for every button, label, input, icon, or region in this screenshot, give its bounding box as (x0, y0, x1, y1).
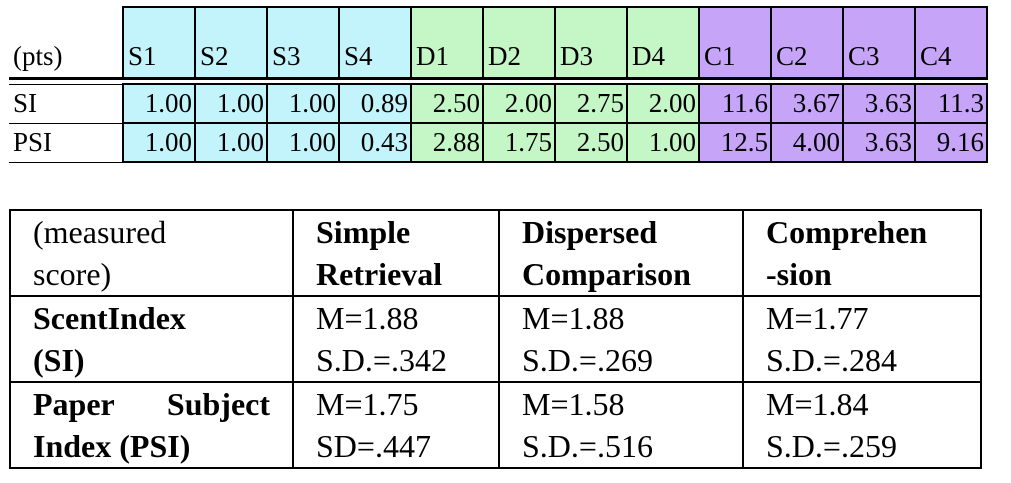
table-cell: 1.00 (122, 122, 196, 163)
table-cell: 2.88 (410, 122, 484, 163)
column-header-d4: D4 (626, 6, 700, 80)
measured-score-header-row: (measured score) Simple Retrieval Disper… (9, 209, 982, 297)
table-cell: M=1.88 S.D.=.269 (498, 295, 744, 383)
table-cell: M=1.58 S.D.=.516 (498, 381, 744, 469)
header-line: Dispersed (522, 214, 658, 250)
table-cell: 11.3 (914, 83, 988, 124)
column-header-s3: S3 (266, 6, 340, 80)
header-line: -sion (766, 256, 832, 292)
row-label-line: ScentIndex (33, 300, 186, 336)
row-label-psi: PSI (9, 122, 124, 163)
table-cell: 2.50 (410, 83, 484, 124)
table-cell: M=1.88 S.D.=.342 (292, 295, 500, 383)
column-header-simple-retrieval: Simple Retrieval (292, 209, 500, 297)
table-cell: 1.00 (194, 83, 268, 124)
table-cell: 0.43 (338, 122, 412, 163)
table-cell: M=1.84 S.D.=.259 (742, 381, 982, 469)
table-cell: 9.16 (914, 122, 988, 163)
corner-header-line: (measured (33, 214, 167, 250)
column-header-s4: S4 (338, 6, 412, 80)
corner-header-line: score) (33, 256, 112, 292)
row-label-line: Index (PSI) (33, 428, 191, 464)
table-cell: 3.63 (842, 83, 916, 124)
table-cell: 2.00 (482, 83, 556, 124)
row-label-scentindex: ScentIndex (SI) (9, 295, 294, 383)
header-line: Comprehen (766, 214, 928, 250)
table-cell: 0.89 (338, 83, 412, 124)
sd-value: S.D.=.516 (522, 428, 653, 464)
column-header-c2: C2 (770, 6, 844, 80)
units-label: (pts) (13, 41, 63, 71)
column-header-s1: S1 (122, 6, 196, 80)
table-cell: 1.00 (626, 122, 700, 163)
column-header-c1: C1 (698, 6, 772, 80)
column-header-c4: C4 (914, 6, 988, 80)
table-cell: 1.75 (482, 122, 556, 163)
table-cell: 3.63 (842, 122, 916, 163)
table-row-psi: PSI 1.00 1.00 1.00 0.43 2.88 1.75 2.50 1… (9, 122, 988, 163)
table-cell: 1.00 (266, 83, 340, 124)
table-cell: 3.67 (770, 83, 844, 124)
column-header-s2: S2 (194, 6, 268, 80)
column-header-d3: D3 (554, 6, 628, 80)
row-label-si: SI (9, 83, 124, 124)
table-row-paper-subject-index: Paper Subject Index (PSI) M=1.75 SD=.447… (9, 381, 982, 469)
sd-value: S.D.=.259 (766, 428, 897, 464)
mean-value: M=1.75 (316, 386, 419, 422)
sd-value: S.D.=.269 (522, 342, 653, 378)
mean-value: M=1.58 (522, 386, 625, 422)
table-cell: 2.75 (554, 83, 628, 124)
task-scores-header-row: (pts) S1 S2 S3 S4 D1 D2 D3 D4 C1 C2 C3 C… (9, 6, 988, 80)
table-cell: 1.00 (194, 122, 268, 163)
table-cell: 1.00 (122, 83, 196, 124)
table-cell: 12.5 (698, 122, 772, 163)
table-row-si: SI 1.00 1.00 1.00 0.89 2.50 2.00 2.75 2.… (9, 83, 988, 124)
header-separator (9, 77, 987, 84)
mean-value: M=1.88 (316, 300, 419, 336)
row-label-paper-subject-index: Paper Subject Index (PSI) (9, 381, 294, 469)
sd-value: S.D.=.284 (766, 342, 897, 378)
table-cell: 4.00 (770, 122, 844, 163)
sd-value: SD=.447 (316, 428, 431, 464)
mean-value: M=1.88 (522, 300, 625, 336)
row-label-line: (SI) (33, 342, 85, 378)
task-scores-table: (pts) S1 S2 S3 S4 D1 D2 D3 D4 C1 C2 C3 C… (9, 6, 988, 163)
row-label-line: Paper Subject (33, 386, 270, 422)
column-header-d1: D1 (410, 6, 484, 80)
table-cell: M=1.75 SD=.447 (292, 381, 500, 469)
header-line: Simple (316, 214, 411, 250)
table-cell: 1.00 (266, 122, 340, 163)
corner-header: (measured score) (9, 209, 294, 297)
table-cell: M=1.77 S.D.=.284 (742, 295, 982, 383)
column-header-comprehension: Comprehen -sion (742, 209, 982, 297)
header-line: Comparison (522, 256, 691, 292)
separator-line (9, 77, 987, 84)
column-header-c3: C3 (842, 6, 916, 80)
table-row-scentindex: ScentIndex (SI) M=1.88 S.D.=.342 M=1.88 … (9, 295, 982, 383)
header-line: Retrieval (316, 256, 443, 292)
table-cell: 2.50 (554, 122, 628, 163)
table-cell: 2.00 (626, 83, 700, 124)
mean-value: M=1.84 (766, 386, 869, 422)
sd-value: S.D.=.342 (316, 342, 447, 378)
mean-value: M=1.77 (766, 300, 869, 336)
table-cell: 11.6 (698, 83, 772, 124)
column-header-dispersed-comparison: Dispersed Comparison (498, 209, 744, 297)
column-header-d2: D2 (482, 6, 556, 80)
measured-score-table: (measured score) Simple Retrieval Disper… (9, 209, 982, 469)
